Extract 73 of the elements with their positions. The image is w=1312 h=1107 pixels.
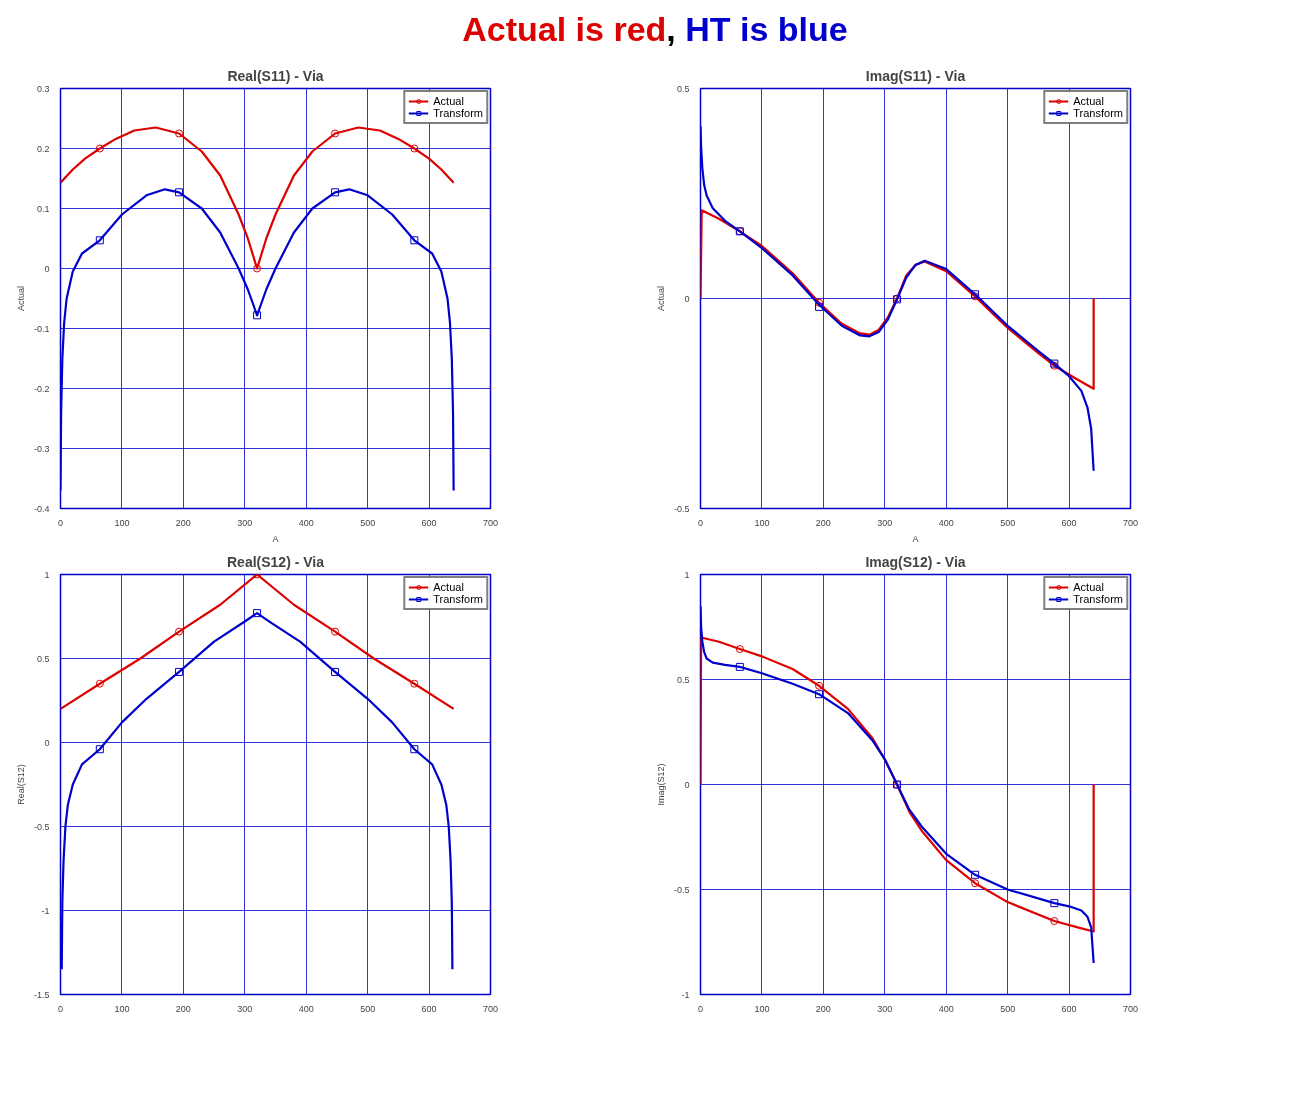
x-tick-label: 0 — [58, 1003, 64, 1014]
y-tick-label: 0 — [684, 293, 690, 304]
y-tick-label: 0.5 — [676, 83, 690, 94]
y-tick-label: 0 — [44, 737, 50, 748]
y-tick-label: -0.3 — [33, 443, 50, 454]
chart-title: Imag(S11) - Via — [865, 67, 966, 84]
x-tick-label: 300 — [877, 517, 893, 528]
y-tick-label: 0.5 — [36, 653, 50, 664]
y-tick-label: 1 — [44, 569, 50, 580]
y-tick-label: 0.5 — [676, 674, 690, 685]
x-tick-label: 400 — [298, 1003, 314, 1014]
x-tick-label: 200 — [815, 1003, 831, 1014]
x-tick-label: 700 — [1122, 517, 1139, 528]
x-tick-label: 500 — [1000, 1003, 1016, 1014]
y-tick-label: 0 — [684, 779, 690, 790]
legend-label: Transform — [433, 107, 483, 119]
x-tick-label: 0 — [698, 517, 704, 528]
y-tick-label: -0.2 — [33, 383, 50, 394]
x-tick-label: 500 — [360, 517, 376, 528]
x-tick-label: 100 — [754, 1003, 770, 1014]
y-tick-label: 0 — [44, 263, 50, 274]
legend-label: Actual — [1073, 581, 1104, 593]
y-tick-label: 0.1 — [36, 203, 50, 214]
x-tick-label: 100 — [754, 517, 770, 528]
text: Actual is red, HT is blue — [461, 9, 849, 50]
x-tick-label: 600 — [1061, 517, 1077, 528]
chart-title: Real(S12) - Via — [227, 553, 325, 570]
y-tick-label: 1 — [684, 569, 690, 580]
x-tick-label: 0 — [58, 517, 64, 528]
y-axis-title: Imag(S12) — [655, 763, 666, 806]
x-tick-label: 400 — [298, 517, 314, 528]
x-tick-label: 300 — [237, 517, 253, 528]
x-tick-label: 0 — [698, 1003, 704, 1014]
legend-label: Transform — [1073, 593, 1123, 605]
y-tick-label: -0.4 — [33, 503, 50, 514]
y-tick-label: -0.5 — [673, 884, 690, 895]
x-tick-label: 600 — [421, 517, 437, 528]
x-tick-label: 200 — [175, 1003, 191, 1014]
y-tick-label: -1 — [681, 989, 690, 1000]
x-tick-label: 300 — [237, 1003, 253, 1014]
x-tick-label: 600 — [421, 1003, 437, 1014]
x-tick-label: 400 — [938, 1003, 954, 1014]
y-tick-label: 0.2 — [36, 143, 50, 154]
legend-label: Transform — [433, 593, 483, 605]
x-axis-title: A — [272, 533, 279, 544]
y-tick-label: 0.3 — [36, 83, 50, 94]
x-tick-label: 500 — [1000, 517, 1016, 528]
y-tick-label: -0.5 — [673, 503, 690, 514]
x-tick-label: 700 — [482, 517, 499, 528]
legend-label: Transform — [1073, 107, 1123, 119]
y-axis-title: Real(S12) — [15, 764, 26, 805]
y-axis-title: Actual — [15, 285, 26, 312]
chart-title: Imag(S12) - Via — [865, 553, 966, 570]
x-tick-label: 700 — [482, 1003, 499, 1014]
x-tick-label: 500 — [360, 1003, 376, 1014]
y-tick-label: -0.1 — [33, 323, 50, 334]
chart-title: Real(S11) - Via — [227, 67, 324, 84]
legend-label: Actual — [433, 581, 464, 593]
x-axis-title: A — [912, 533, 919, 544]
x-tick-label: 300 — [877, 1003, 893, 1014]
x-tick-label: 400 — [938, 517, 954, 528]
x-tick-label: 200 — [175, 517, 191, 528]
x-tick-label: 700 — [1122, 1003, 1139, 1014]
x-tick-label: 100 — [114, 1003, 130, 1014]
y-tick-label: -1.5 — [33, 989, 50, 1000]
y-tick-label: -1 — [41, 905, 50, 916]
legend-label: Actual — [433, 95, 464, 107]
y-tick-label: -0.5 — [33, 821, 50, 832]
legend-label: Actual — [1073, 95, 1104, 107]
x-tick-label: 200 — [815, 517, 831, 528]
y-axis-title: Actual — [655, 285, 666, 312]
x-tick-label: 100 — [114, 517, 130, 528]
x-tick-label: 600 — [1061, 1003, 1077, 1014]
